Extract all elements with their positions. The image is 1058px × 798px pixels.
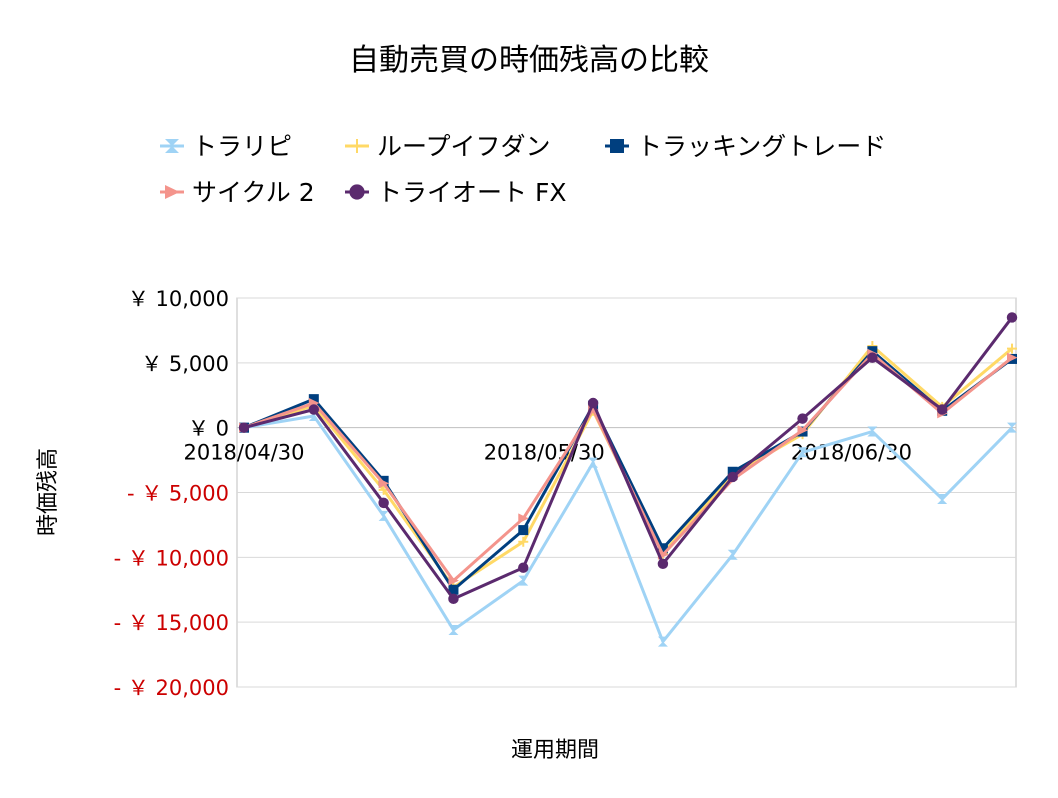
data-point [1007, 343, 1017, 354]
data-point [797, 413, 808, 424]
data-point [378, 478, 390, 489]
data-point [448, 575, 459, 586]
data-point [518, 513, 529, 524]
y-tick-label: ￥ 10,000 [128, 287, 229, 311]
series-4 [238, 312, 1018, 605]
y-tick-label: ￥ 5,000 [141, 352, 229, 376]
data-point [657, 636, 668, 647]
legend-item: トライオート FX [345, 178, 566, 207]
data-point [518, 575, 529, 586]
x-tick-label: 2018/04/30 [183, 441, 304, 465]
data-point [588, 457, 599, 468]
y-tick-label: - ￥ 15,000 [114, 611, 229, 635]
data-point [378, 497, 389, 509]
y-tick-label: - ￥ 20,000 [114, 676, 229, 700]
x-axis-label: 運用期間 [511, 738, 599, 763]
data-point [797, 425, 809, 436]
data-point [727, 549, 738, 560]
chart-title: 自動売買の時価残高の比較 [349, 43, 709, 78]
data-point [308, 394, 319, 405]
data-point [350, 139, 364, 153]
data-point [867, 352, 878, 363]
data-point [518, 536, 529, 547]
data-point [936, 404, 948, 415]
data-point [165, 139, 179, 153]
data-point [165, 185, 180, 199]
data-point [308, 404, 320, 415]
data-point [797, 447, 808, 458]
data-point [1006, 312, 1018, 323]
data-point [657, 558, 669, 570]
y-tick-label: - ￥ 5,000 [127, 482, 229, 506]
data-point [657, 543, 668, 554]
x-axis: 2018/04/30 2018/05/30 2018/06/30 [183, 441, 911, 465]
data-point [238, 422, 250, 433]
legend-label: トライオート FX [377, 178, 566, 207]
data-point [448, 584, 459, 595]
series-group [238, 312, 1018, 647]
series-line [243, 414, 1014, 644]
data-point [1007, 352, 1018, 363]
series-line [243, 349, 1013, 592]
data-point [448, 624, 459, 635]
data-point [518, 562, 529, 573]
data-point [518, 525, 529, 536]
legend-label: ループイフダン [377, 132, 551, 161]
data-point [610, 139, 624, 153]
data-point [587, 397, 599, 409]
y-axis-label: 時価残高 [36, 448, 61, 536]
x-tick-label: 2018/06/30 [791, 441, 912, 465]
grid [236, 297, 1017, 688]
data-point [1007, 422, 1017, 433]
x-tick-label: 2018/05/30 [484, 441, 605, 465]
legend-item: トラリピ [160, 132, 292, 161]
y-tick-label: ￥ 0 [188, 417, 229, 441]
y-axis: ￥ 10,000 ￥ 5,000 ￥ 0 - ￥ 5,000 - ￥ 10,000 - ￥… [114, 287, 229, 700]
y-tick-label: - ￥ 10,000 [114, 546, 229, 570]
series-line [243, 352, 1013, 583]
data-point [867, 426, 878, 437]
legend-label: サイクル 2 [192, 178, 315, 207]
data-point [937, 493, 948, 504]
data-point [378, 510, 389, 521]
series-line [243, 316, 1014, 601]
data-point [448, 593, 459, 605]
data-point [349, 184, 365, 200]
legend-label: トラッキングトレード [637, 132, 886, 161]
legend-item: サイクル 2 [160, 178, 315, 207]
legend-item: トラッキングトレード [605, 132, 886, 161]
legend-item: ループイフダン [345, 132, 551, 161]
legend-label: トラリピ [192, 132, 292, 161]
data-point [727, 471, 738, 483]
